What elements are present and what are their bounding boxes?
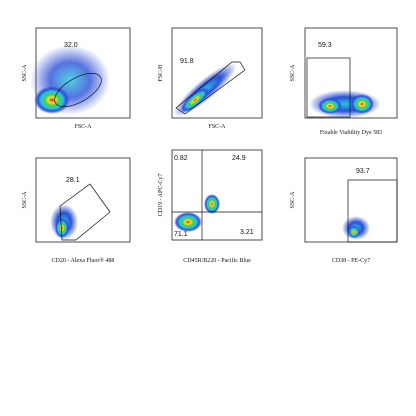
- gate: [175, 61, 246, 115]
- gate-label: 28.1: [66, 177, 80, 184]
- gate: [59, 183, 111, 241]
- y-label: SSC-A: [290, 191, 296, 209]
- plot-frame: [35, 157, 131, 243]
- gate-label: 32.0: [64, 42, 78, 49]
- density: [318, 98, 342, 114]
- gate: [306, 57, 351, 118]
- panel: 32.0 FSC-A SSC-A: [22, 27, 131, 130]
- y-label: CD19 - APC-Cy7: [158, 174, 164, 217]
- x-label: CD20 - Alexa Fluor® 488: [52, 257, 115, 264]
- panel: 93.7 CD38 - PE-Cy7 SSC-A: [290, 157, 398, 264]
- gate: [54, 73, 102, 107]
- gate-label: 24.9: [232, 155, 246, 162]
- plot-frame: [171, 149, 263, 241]
- gate-label: 59.3: [318, 42, 332, 49]
- panel: 59.3 Fixable Viability Dye 583 SSC-A: [290, 27, 398, 136]
- density: [55, 218, 69, 238]
- y-label: SSC-A: [22, 64, 28, 82]
- gate-label: 93.7: [356, 168, 370, 175]
- gate-label: 3.21: [240, 229, 254, 236]
- y-label: FSC-H: [158, 64, 164, 82]
- y-label: SSC-A: [22, 191, 28, 209]
- panel: 91.8 FSC-A FSC-H: [158, 27, 263, 130]
- x-label: FSC-A: [208, 124, 226, 130]
- panel: 0.82 24.9 71.1 3.21 CD45R/B220 - Pacific…: [158, 149, 263, 264]
- panel: 28.1 CD20 - Alexa Fluor® 488 SSC-A: [22, 157, 131, 264]
- x-label: Fixable Viability Dye 583: [320, 130, 382, 136]
- gate-label: 71.1: [174, 231, 188, 238]
- density: [204, 194, 220, 214]
- plot-frame: [304, 27, 398, 119]
- gate: [347, 179, 398, 243]
- density: [174, 212, 202, 232]
- plot-frame: [171, 27, 263, 119]
- density: [180, 87, 210, 113]
- density: [348, 226, 360, 238]
- x-label: CD38 - PE-Cy7: [332, 258, 370, 264]
- density: [34, 86, 70, 114]
- density: [350, 94, 374, 114]
- x-label: CD45R/B220 - Pacific Blue: [183, 257, 251, 264]
- gate-label: 0.82: [174, 155, 188, 162]
- x-label: FSC-A: [74, 124, 92, 130]
- y-label: SSC-A: [290, 64, 296, 82]
- gate-label: 91.8: [180, 58, 194, 65]
